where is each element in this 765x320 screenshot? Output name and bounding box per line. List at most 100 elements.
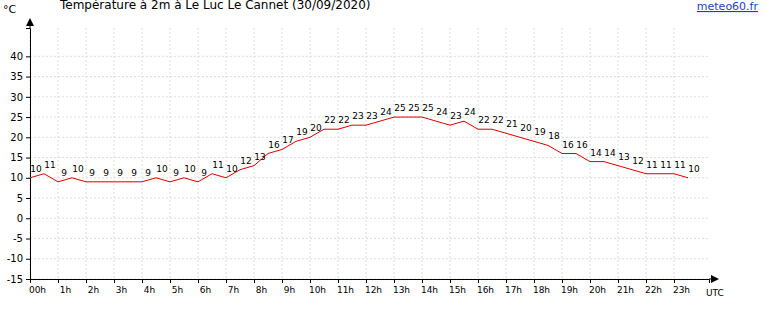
data-label: 24 (380, 107, 392, 117)
x-tick-label: 16h (477, 285, 494, 295)
x-tick: 21h (617, 279, 634, 295)
y-tick-label: -10 (7, 253, 23, 264)
x-grid-line (506, 28, 507, 279)
data-label: 9 (89, 168, 95, 178)
x-grid-line (674, 28, 675, 279)
data-label: 22 (338, 115, 349, 125)
data-label: 24 (436, 107, 448, 117)
data-label: 14 (604, 148, 616, 158)
data-label: 9 (103, 168, 109, 178)
y-tick: 20 (10, 132, 30, 143)
x-tick-mark (590, 279, 591, 283)
data-label: 9 (145, 168, 151, 178)
x-tick-label: 19h (561, 285, 578, 295)
y-tick-mark (26, 218, 30, 219)
y-grid-line (30, 76, 709, 77)
x-tick: 13h (393, 279, 410, 295)
x-tick: 18h (533, 279, 550, 295)
y-tick-mark (26, 97, 30, 98)
y-tick: -10 (7, 253, 30, 264)
y-tick-mark (26, 178, 30, 179)
data-label: 10 (156, 164, 168, 174)
x-tick: 19h (561, 279, 578, 295)
x-tick-label: 4h (144, 285, 155, 295)
x-tick-mark (506, 279, 507, 283)
y-tick: 30 (10, 92, 30, 103)
x-tick: 16h (477, 279, 494, 295)
y-tick-label: 40 (10, 51, 23, 62)
x-tick-label: 12h (365, 285, 382, 295)
x-tick: 15h (449, 279, 466, 295)
data-label: 9 (61, 168, 67, 178)
x-tick-label: 13h (393, 285, 410, 295)
data-label: 11 (646, 160, 657, 170)
data-label: 11 (660, 160, 671, 170)
x-tick-mark (310, 279, 311, 283)
x-tick-label: 14h (421, 285, 438, 295)
x-tick: 11h (337, 279, 354, 295)
data-label: 10 (30, 164, 42, 174)
y-tick: 25 (10, 112, 30, 123)
data-label: 9 (201, 168, 207, 178)
y-tick-mark (26, 259, 30, 260)
x-tick-mark (142, 279, 143, 283)
x-grid-line (142, 28, 143, 279)
x-grid-line (450, 28, 451, 279)
x-tick-mark (450, 279, 451, 283)
data-label: 16 (576, 140, 588, 150)
x-tick-mark (282, 279, 283, 283)
data-label: 16 (268, 140, 280, 150)
grid (30, 28, 709, 279)
source-link[interactable]: meteo60.fr (697, 0, 759, 13)
x-tick: 1h (59, 279, 72, 295)
y-tick-mark (26, 117, 30, 118)
x-grid-line (198, 28, 199, 279)
x-tick-mark (254, 279, 255, 283)
x-tick-mark (674, 279, 675, 283)
data-label: 25 (394, 103, 405, 113)
temperature-line (30, 117, 688, 182)
x-axis-line (31, 280, 710, 284)
y-tick: 15 (10, 152, 30, 163)
data-label: 23 (450, 111, 461, 121)
y-tick-label: -15 (7, 274, 23, 285)
x-tick-label: 15h (449, 285, 466, 295)
x-tick: 12h (365, 279, 382, 295)
x-grid-line (282, 28, 283, 279)
x-tick-mark (366, 279, 367, 283)
x-tick-label: 18h (533, 285, 550, 295)
x-tick-mark (394, 279, 395, 283)
x-tick: 20h (589, 279, 606, 295)
y-tick-label: 30 (10, 92, 23, 103)
data-label: 11 (674, 160, 685, 170)
data-label: 9 (131, 168, 137, 178)
x-tick: 23h (673, 279, 690, 295)
data-label: 11 (44, 160, 55, 170)
data-label: 21 (506, 119, 517, 129)
data-label: 10 (688, 164, 700, 174)
y-tick: -5 (13, 233, 30, 244)
y-tick-label: 15 (10, 152, 23, 163)
x-tick-mark (170, 279, 171, 283)
x-tick-label: 21h (617, 285, 634, 295)
x-grid-line (366, 28, 367, 279)
chart: -15-10-5051015202530354000h1h2h3h4h5h6h7… (0, 0, 765, 320)
y-grid-line (30, 56, 709, 57)
x-tick-mark (618, 279, 619, 283)
x-axis-title: UTC (706, 288, 724, 298)
y-grid-line (30, 198, 709, 199)
y-axis-title: °C (3, 3, 17, 16)
data-label: 24 (464, 107, 476, 117)
x-tick-label: 22h (645, 285, 662, 295)
x-tick-mark (338, 279, 339, 283)
x-tick-label: 10h (309, 285, 326, 295)
data-labels: 1011910999991091091110121316171920222223… (30, 103, 700, 178)
data-label: 20 (520, 123, 532, 133)
y-grid-line (30, 96, 709, 97)
x-grid-line (170, 28, 171, 279)
y-tick-mark (26, 56, 30, 57)
y-tick-mark (26, 158, 30, 159)
y-tick-label: 25 (10, 112, 23, 123)
y-grid-line (30, 258, 709, 259)
data-label: 9 (173, 168, 179, 178)
